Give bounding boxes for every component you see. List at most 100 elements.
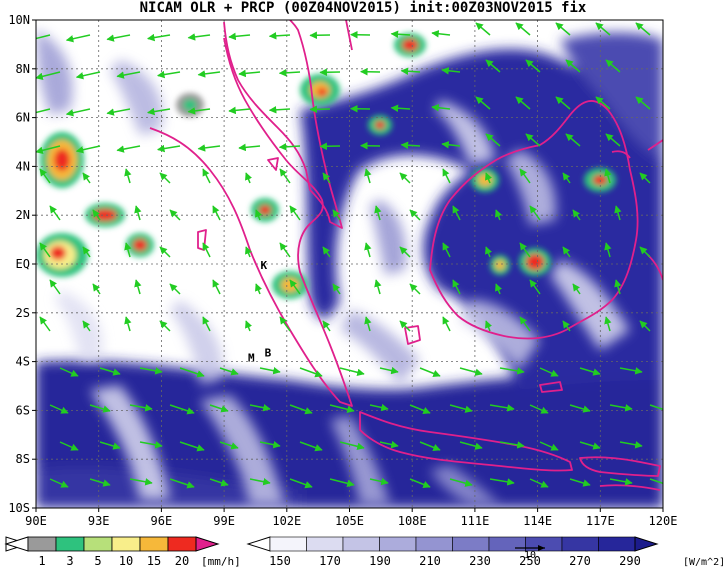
wind-arrow — [49, 404, 69, 414]
wind-arrow — [529, 404, 549, 414]
olr-colorbar-swatch — [452, 536, 490, 552]
wind-arrow — [364, 316, 372, 332]
wind-arrow — [609, 478, 633, 486]
precip-colorbar-swatch — [83, 536, 113, 552]
bangka-coast — [404, 325, 421, 345]
wind-arrow — [475, 96, 491, 110]
precip-patch — [394, 33, 426, 57]
wind-arrow — [442, 168, 451, 184]
y-tick-label: 10N — [8, 13, 30, 27]
precip-patch — [368, 115, 392, 135]
wind-arrow — [452, 205, 461, 221]
wind-arrow — [322, 320, 331, 332]
wind-arrow — [147, 107, 171, 116]
y-tick-label: 8S — [16, 452, 30, 466]
wind-arrow — [255, 283, 262, 295]
wind-arrow — [442, 316, 451, 332]
wind-arrow — [329, 478, 355, 488]
wind-arrow — [400, 141, 421, 149]
wind-arrow — [525, 59, 541, 73]
wind-arrow — [92, 283, 101, 295]
wind-arrow — [147, 33, 171, 42]
wind-arrow — [619, 367, 643, 375]
olr-colorbar-label: 150 — [269, 554, 291, 568]
wind-arrow — [179, 367, 205, 378]
wind-arrow — [89, 404, 111, 413]
wind-arrow — [289, 404, 313, 415]
wind-arrow — [374, 279, 382, 295]
wind-arrow — [187, 107, 211, 115]
map-field: K M B — [36, 20, 663, 508]
wind-arrow — [279, 242, 291, 258]
wind-arrow — [364, 168, 372, 184]
y-tick-label: 2N — [16, 208, 30, 222]
wind-arrow — [409, 478, 431, 488]
wind-arrow — [419, 441, 441, 451]
wind-arrow — [614, 205, 622, 221]
olr-colorbar-label: 270 — [569, 554, 591, 568]
wind-arrow — [595, 96, 611, 110]
wind-arrow — [485, 59, 501, 73]
wind-arrow — [322, 246, 331, 258]
wind-arrow — [209, 478, 229, 487]
wind-arrow — [431, 104, 451, 112]
wind-arrow — [279, 168, 291, 184]
wind-arrow — [489, 404, 515, 412]
wind-arrow — [245, 172, 252, 184]
y-tick-label: EQ — [16, 257, 30, 271]
wind-arrow — [322, 172, 331, 184]
olr-colorbar-label: 250 — [519, 554, 541, 568]
wind-arrow — [299, 441, 323, 452]
wind-arrow — [519, 168, 531, 184]
wind-arrow — [157, 144, 181, 153]
wind-arrow — [289, 205, 301, 221]
wind-arrow — [400, 67, 421, 75]
wind-arrow — [255, 209, 262, 221]
olr-colorbar-swatch — [488, 536, 526, 552]
wind-arrow — [619, 441, 643, 449]
wind-arrow — [39, 316, 51, 332]
wind-arrow — [228, 106, 251, 115]
olr-colorbar-swatch — [415, 536, 453, 552]
wind-arrow — [59, 367, 79, 377]
wind-arrow — [289, 478, 313, 489]
wind-arrow — [329, 404, 355, 414]
wind-arrow — [374, 205, 382, 221]
wind-arrow — [565, 133, 581, 147]
wind-arrow — [99, 441, 121, 450]
wind-arrow — [339, 367, 365, 377]
wind-arrow — [249, 477, 271, 486]
wind-arrow — [569, 478, 591, 487]
wind-arrow — [116, 71, 141, 79]
wind-arrow — [129, 478, 153, 486]
wind-arrow — [459, 367, 483, 376]
wind-arrow — [379, 440, 399, 449]
wind-arrow — [212, 279, 221, 295]
wind-arrow — [339, 441, 365, 451]
wind-arrow — [159, 246, 171, 258]
wind-arrow — [332, 209, 341, 221]
wind-arrow — [268, 106, 291, 114]
wind-arrow — [529, 279, 541, 295]
wind-arrow — [75, 71, 101, 80]
olr-colorbar-swatch — [598, 536, 636, 552]
wind-arrow — [572, 209, 581, 221]
wind-arrow — [249, 403, 271, 412]
wind-arrow — [36, 145, 61, 155]
wind-arrow — [364, 242, 372, 258]
x-tick-label: 120E — [649, 514, 678, 528]
olr-colorbar-swatch — [269, 536, 307, 552]
x-tick-label: 102E — [272, 514, 301, 528]
precip-patch — [300, 74, 340, 106]
wind-arrow — [106, 108, 131, 116]
wind-arrow — [169, 404, 195, 415]
wind-arrow — [555, 96, 571, 110]
wind-arrow — [49, 279, 61, 295]
x-tick-label: 117E — [586, 514, 615, 528]
wind-arrow — [442, 242, 451, 258]
wind-arrow — [202, 242, 211, 258]
wind-arrow — [604, 316, 612, 332]
wind-arrow — [169, 283, 181, 295]
wind-arrow — [82, 320, 91, 332]
